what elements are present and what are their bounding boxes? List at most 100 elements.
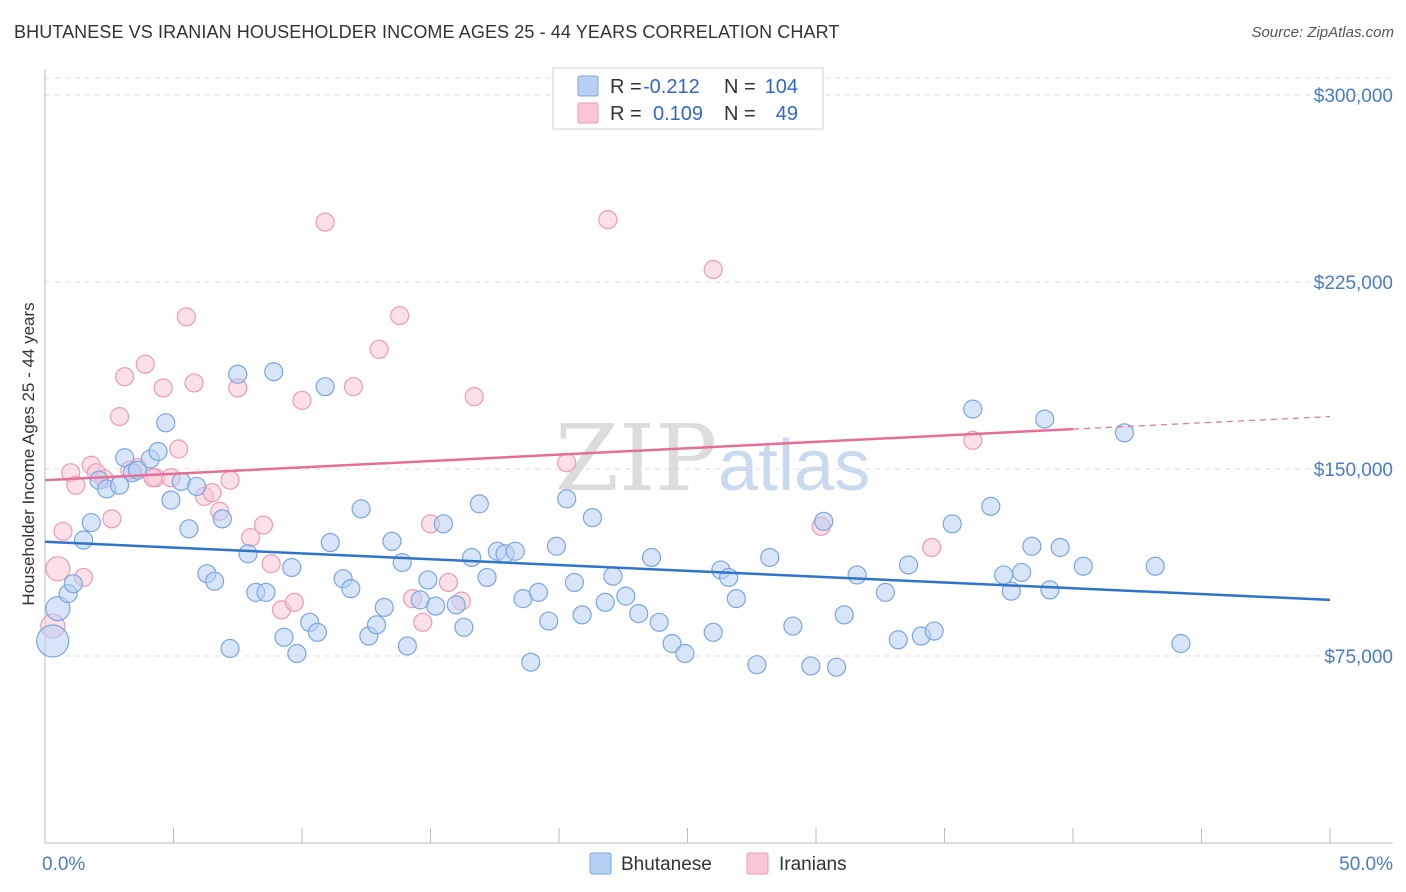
iranians-point (343, 377, 363, 397)
bhutanese-point (392, 552, 412, 573)
bhutanese-point (595, 592, 615, 612)
bhutanese-point (205, 571, 225, 591)
iranians-point (184, 373, 204, 393)
bhutanese-point (834, 605, 854, 625)
bhutanese-point (649, 612, 669, 632)
legend-r-value-bhutanese: -0.212 (643, 76, 700, 98)
iranians-point (109, 407, 130, 427)
bhutanese-point (161, 490, 181, 510)
bhutanese-point (801, 656, 821, 676)
bhutanese-point (282, 557, 302, 578)
iranians-point (557, 453, 577, 473)
iranians-point (963, 430, 983, 450)
bhutanese-point (924, 621, 944, 641)
bhutanese-trend-line (44, 540, 1331, 602)
iranians-point (45, 556, 71, 582)
legend-swatch-iranians (577, 102, 599, 124)
bhutanese-point (256, 582, 276, 602)
bhutanese-point (826, 657, 847, 677)
bhutanese-point (546, 536, 567, 556)
bhutanese-point (1171, 633, 1191, 654)
bhutanese-point (1050, 537, 1070, 558)
iranians-point (284, 592, 304, 612)
bhutanese-point (963, 399, 983, 419)
iranians-point (176, 307, 196, 327)
bhutanese-point (454, 617, 474, 637)
bhutanese-point (433, 514, 453, 534)
iranians-point (598, 210, 618, 230)
bhutanese-point (847, 565, 867, 585)
bhutanese-point (469, 494, 489, 514)
iranians-point (464, 387, 484, 407)
bhutanese-point (45, 596, 71, 622)
x-tick-label-max: 50.0% (1339, 854, 1393, 875)
source-credit: Source: ZipAtlas.com (1251, 24, 1394, 41)
bhutanese-point (462, 547, 482, 568)
iranians-point (135, 354, 155, 374)
iranians-point (169, 439, 189, 459)
bhutanese-point (629, 603, 649, 624)
bhutanese-point (942, 514, 962, 534)
bhutanese-point (73, 530, 94, 550)
bhutanese-point (675, 643, 695, 664)
bhutanese-point (320, 532, 340, 553)
legend-box: R = -0.212 N = 104 R = 0.109 N = 49 (552, 67, 824, 130)
bottom-legend-label-bhutanese: Bhutanese (621, 854, 712, 875)
bhutanese-point (212, 509, 232, 529)
iranians-trend-extension (1072, 416, 1331, 430)
iranians-point (413, 612, 433, 632)
bhutanese-point (148, 441, 168, 462)
legend-r-label-bhutanese: R = (610, 76, 642, 98)
bhutanese-point (783, 616, 803, 636)
trend-lines (44, 416, 1331, 602)
bhutanese-point (1073, 556, 1093, 576)
bhutanese-point (115, 448, 135, 468)
watermark-zip: ZIP (555, 405, 717, 512)
bhutanese-point (315, 377, 335, 397)
y-tick-label-0: $75,000 (1324, 647, 1393, 668)
bhutanese-point (528, 582, 549, 602)
bhutanese-point (1011, 562, 1032, 583)
bhutanese-point (477, 567, 497, 588)
bhutanese-point (374, 597, 394, 617)
bhutanese-point (366, 615, 387, 635)
watermark: ZIP atlas (555, 405, 870, 512)
iranians-point (703, 259, 723, 280)
y-tick-label-1: $150,000 (1314, 460, 1393, 481)
legend-n-value-iranians: 49 (776, 103, 798, 125)
bhutanese-point (760, 547, 780, 568)
bottom-legend-swatch-iranians (746, 852, 769, 875)
iranians-point (922, 537, 942, 558)
bottom-legend-label-iranians: Iranians (779, 854, 847, 875)
iranians-point (261, 554, 281, 574)
iranians-point (115, 367, 135, 387)
bhutanese-point (814, 511, 834, 531)
bhutanese-point (539, 611, 559, 631)
x-tick-label-min: 0.0% (42, 854, 85, 875)
y-tick-label-3: $300,000 (1314, 86, 1393, 107)
iranians-point (53, 521, 73, 541)
bhutanese-points (36, 362, 1191, 677)
bhutanese-point (719, 567, 739, 588)
iranians-trend-line (44, 427, 1074, 482)
bhutanese-point (564, 572, 585, 593)
bhutanese-point (641, 547, 662, 568)
bhutanese-point (557, 489, 577, 509)
iranians-point (390, 306, 410, 326)
bhutanese-point (505, 541, 525, 561)
iranians-point (66, 475, 86, 495)
bhutanese-point (521, 652, 541, 672)
bhutanese-point (1114, 423, 1135, 443)
y-axis-label: Householder Income Ages 25 - 44 years (19, 302, 38, 605)
iranians-point (369, 339, 389, 359)
bhutanese-point (572, 605, 592, 625)
bhutanese-point (994, 565, 1014, 585)
bhutanese-point (616, 586, 636, 606)
bhutanese-point (418, 570, 438, 590)
bhutanese-point (426, 596, 446, 616)
iranians-point (102, 509, 122, 529)
bhutanese-point (446, 595, 466, 615)
bhutanese-point (703, 622, 723, 642)
iranians-point (143, 468, 163, 488)
bhutanese-point (747, 655, 767, 675)
